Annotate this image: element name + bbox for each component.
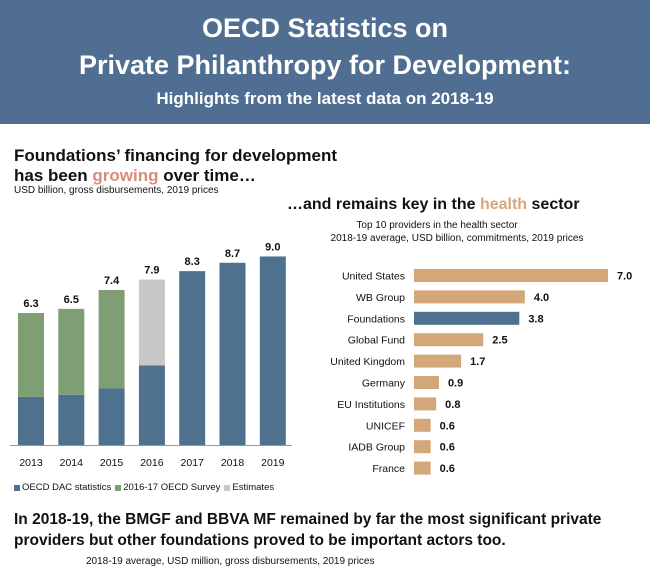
x-tick-2017: 2017 (181, 457, 205, 469)
bar-2019-0 (259, 256, 286, 445)
total-label-2014: 6.5 (64, 294, 79, 306)
legend-swatch-dac (14, 484, 20, 491)
legend-swatch-estimates (224, 484, 231, 491)
category-label-6: EU Institutions (337, 399, 405, 411)
hbar-8 (414, 440, 431, 454)
legend-label-dac: OECD DAC statistics (22, 482, 112, 493)
value-label-9: 0.6 (440, 463, 455, 475)
left-title-highlight: growing (92, 166, 159, 185)
category-label-8: IADB Group (348, 442, 405, 454)
header-banner: OECD Statistics on Private Philanthropy … (0, 0, 650, 124)
right-title-pre: …and remains key in the (287, 196, 480, 213)
category-label-3: Global Fund (348, 335, 405, 347)
left-title-pre: has been (14, 166, 93, 185)
right-horizontal-bar-chart: United States 7.0 WB Group 4.0 Foundations 3.… (330, 269, 632, 475)
category-label-7: UNICEF (366, 420, 405, 432)
right-title-post: sector (527, 196, 580, 213)
right-chart-title: …and remains key in the health sector (287, 196, 580, 214)
bar-2014-0 (58, 394, 85, 445)
hbar-6 (414, 397, 437, 411)
legend-swatch-survey (115, 484, 122, 491)
category-label-2: Foundations (347, 313, 405, 325)
bar-2017-0 (179, 271, 206, 445)
x-tick-2016: 2016 (140, 457, 164, 469)
left-title-line2: has been growing over time… (14, 166, 337, 186)
bar-2015-0 (98, 388, 125, 445)
bar-2014-1 (58, 308, 85, 395)
hbar-5 (414, 376, 439, 389)
x-tick-2015: 2015 (100, 457, 124, 469)
header-title-line2: Private Philanthropy for Development: (78, 50, 572, 80)
legend-label-estimates: Estimates (232, 482, 275, 493)
total-label-2016: 7.9 (144, 265, 159, 277)
category-label-4: United Kingdom (330, 356, 405, 368)
bar-2013-0 (18, 396, 44, 445)
total-label-2013: 6.3 (23, 298, 38, 310)
category-label-5: Germany (362, 378, 406, 390)
left-title-line1: Foundations’ financing for development (14, 146, 338, 165)
left-chart-subtitle: USD billion, gross disbursements, 2019 p… (14, 185, 219, 196)
value-label-8: 0.6 (440, 442, 455, 454)
category-label-1: WB Group (356, 292, 405, 304)
value-label-5: 0.9 (448, 378, 463, 390)
header-subtitle: Highlights from the latest data on 2018-… (156, 89, 494, 108)
bar-2016-2 (138, 279, 165, 366)
value-label-3: 2.5 (492, 335, 507, 347)
bottom-subtitle: 2018-19 average, USD million, gross disb… (86, 556, 375, 567)
bar-2016-0 (138, 365, 165, 445)
category-label-9: France (372, 463, 405, 475)
hbar-4 (414, 354, 462, 368)
header-title-line1: OECD Statistics on (201, 13, 449, 43)
hbar-1 (414, 290, 525, 304)
total-label-2018: 8.7 (225, 248, 240, 260)
right-title-highlight: health (479, 196, 528, 213)
value-label-4: 1.7 (470, 356, 485, 368)
value-label-1: 4.0 (534, 292, 549, 304)
x-tick-2013: 2013 (19, 457, 43, 469)
hbar-3 (414, 333, 484, 347)
value-label-0: 7.0 (617, 271, 632, 283)
value-label-6: 0.8 (445, 399, 460, 411)
total-label-2017: 8.3 (185, 256, 200, 268)
left-chart-title: Foundations’ financing for development h… (14, 146, 337, 186)
left-title-post: over time… (158, 166, 256, 185)
bar-2018-0 (219, 262, 246, 445)
left-chart-legend: OECD DAC statistics 2016-17 OECD Survey … (14, 482, 274, 493)
total-label-2015: 7.4 (104, 275, 120, 287)
right-chart-subtitle-1: Top 10 providers in the health sector (356, 220, 518, 231)
hbar-2 (414, 311, 520, 325)
value-label-2: 3.8 (528, 313, 543, 325)
total-label-2019: 9.0 (265, 241, 280, 253)
x-tick-2018: 2018 (221, 457, 245, 469)
x-tick-2019: 2019 (261, 457, 285, 469)
x-tick-2014: 2014 (60, 457, 84, 469)
category-label-0: United States (342, 271, 405, 283)
left-stacked-bar-chart: 6.3 2013 6.5 2014 7.4 2015 7.9 2016 8.3 2017 8.7 20… (10, 241, 292, 469)
hbar-7 (414, 418, 431, 432)
right-chart-subtitle-2: 2018-19 average, USD billion, commitment… (330, 233, 584, 244)
bar-2013-1 (18, 313, 44, 397)
bottom-summary-text: In 2018-19, the BMGF and BBVA MF remaine… (14, 511, 602, 549)
value-label-7: 0.6 (440, 420, 455, 432)
hbar-0 (414, 269, 608, 282)
hbar-9 (414, 461, 431, 475)
bar-2015-1 (98, 289, 125, 389)
legend-label-survey: 2016-17 OECD Survey (123, 482, 221, 493)
